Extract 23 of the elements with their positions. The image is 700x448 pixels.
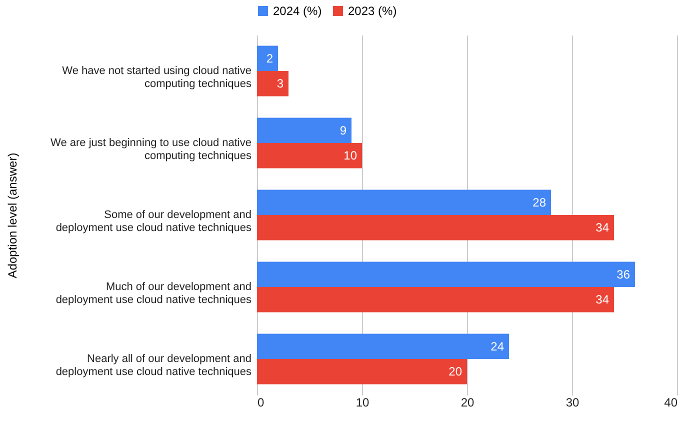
y-tick-label: We have not started using cloud native computing techniques: [62, 65, 252, 90]
data-label: 34: [596, 220, 610, 235]
x-tick-label: 30: [566, 396, 580, 410]
x-tick-label: 40: [664, 396, 678, 410]
y-tick-label: We are just beginning to use cloud native computing techniques: [50, 137, 252, 162]
data-label: 28: [532, 195, 546, 210]
data-label: 24: [490, 339, 504, 354]
data-label: 34: [596, 292, 610, 307]
y-tick-label: Nearly all of our development and deployment use cloud native techniques: [56, 353, 252, 378]
y-axis-title: Adoption level (answer): [6, 152, 20, 278]
legend-label: 2024 (%): [273, 4, 322, 18]
data-label: 20: [448, 364, 462, 379]
legend-label: 2023 (%): [348, 4, 397, 18]
x-tick-label: 0: [258, 396, 264, 410]
y-tick-label: Some of our development and deployment use cloud native techniques: [56, 209, 252, 234]
data-label: 36: [616, 267, 630, 282]
y-tick-label: Much of our development and deployment use cloud native techniques: [56, 281, 252, 306]
data-label: 9: [340, 123, 347, 138]
data-label: 2: [266, 51, 274, 66]
x-tick-label: 20: [460, 396, 474, 410]
data-label: 10: [344, 148, 358, 163]
x-tick-label: 10: [356, 396, 370, 410]
data-label: 3: [276, 76, 284, 91]
